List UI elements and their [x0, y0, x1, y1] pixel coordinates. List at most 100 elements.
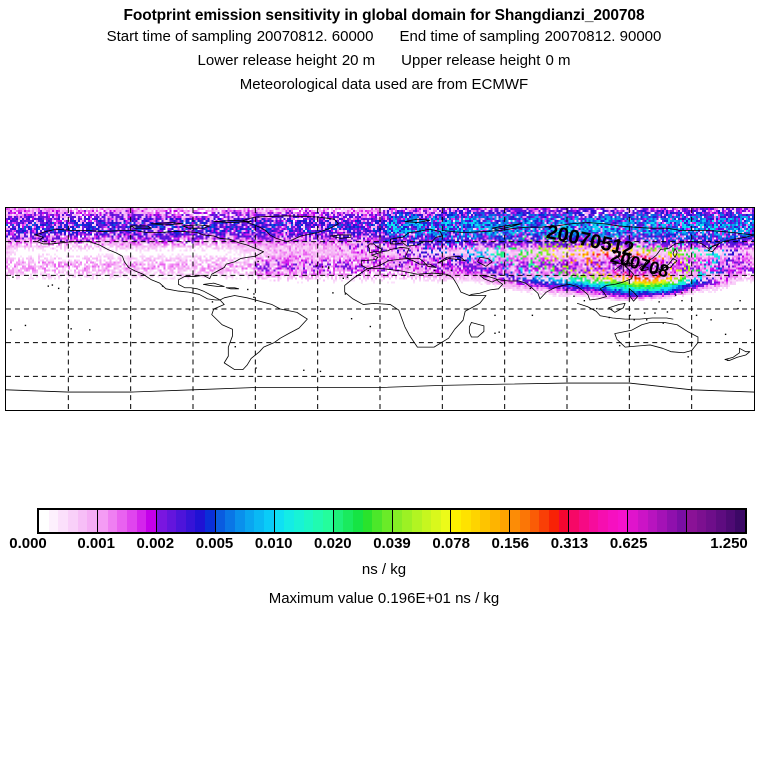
colorbar-segment-8 — [510, 510, 570, 532]
colorbar-swatch — [657, 510, 667, 532]
colorbar-swatch — [235, 510, 245, 532]
colorbar-swatch — [303, 510, 314, 532]
colorbar-segment-0 — [39, 510, 98, 532]
colorbar-segment-5 — [333, 510, 393, 532]
colorbar-swatch — [156, 510, 167, 532]
colorbar-tick-9: 0.313 — [550, 535, 589, 552]
overlay-timestamp-2: 200708 — [608, 246, 671, 282]
colorbar-swatch — [725, 510, 736, 532]
colorbar-swatch — [107, 510, 118, 532]
colorbar-swatch — [176, 510, 186, 532]
colorbar-swatch — [411, 510, 422, 532]
colorbar-swatch — [451, 510, 462, 532]
colorbar-swatch — [666, 510, 677, 532]
colorbar-tick-3: 0.005 — [195, 535, 234, 552]
sampling-time-row: Start time of sampling 20070812. 60000 End… — [0, 25, 768, 49]
colorbar-swatch — [136, 510, 147, 532]
colorbar-tick-5: 0.020 — [314, 535, 352, 552]
start-time-label: Start time of sampling — [106, 28, 252, 45]
colorbar-segment-2 — [156, 510, 216, 532]
colorbar-swatch — [381, 510, 392, 532]
colorbar-swatch — [117, 510, 127, 532]
colorbar-tick-8: 0.156 — [491, 535, 530, 552]
colorbar-swatch — [480, 510, 491, 532]
colorbar-swatch — [67, 510, 78, 532]
colorbar-swatch — [549, 510, 559, 532]
colorbar-swatch — [166, 510, 177, 532]
colorbar-swatch — [126, 510, 137, 532]
colorbar-strip — [37, 508, 747, 534]
colorbar-swatch — [352, 510, 363, 532]
colorbar-swatch — [362, 510, 373, 532]
coastlines — [6, 215, 754, 393]
colorbar-tick-10: 0.625 — [609, 535, 648, 552]
colorbar-swatch — [598, 510, 608, 532]
colorbar-swatch — [402, 510, 412, 532]
colorbar-segment-6 — [392, 510, 452, 532]
colorbar-swatch — [588, 510, 599, 532]
colorbar-swatch — [264, 510, 274, 532]
colorbar-tick-1: 0.001 — [77, 535, 115, 552]
colorbar-swatch — [372, 510, 382, 532]
colorbar-tick-2: 0.002 — [136, 535, 175, 552]
colorbar-swatch — [97, 510, 108, 532]
colorbar-tick-labels: 0.000 0.001 0.002 0.005 0.010 0.020 0.039 0.078… — [0, 535, 768, 555]
colorbar-swatch — [215, 510, 226, 532]
colorbar-swatch — [185, 510, 196, 532]
start-time-value: 20070812. 60000 — [256, 28, 374, 45]
upper-release-height-label: Upper release height — [401, 52, 541, 69]
colorbar-swatch — [244, 510, 255, 532]
colorbar-swatch — [440, 510, 451, 532]
colorbar-swatch — [687, 510, 697, 532]
colorbar-swatch — [539, 510, 549, 532]
colorbar-tick-6: 0.039 — [373, 535, 411, 552]
colorbar-swatch — [313, 510, 323, 532]
colorbar-swatch — [520, 510, 530, 532]
colorbar-swatch — [716, 510, 726, 532]
colorbar-swatch — [225, 510, 236, 532]
map-frame: 20070512 200708 — [5, 207, 755, 411]
colorbar-segment-11 — [687, 510, 746, 532]
upper-release-height-value: 0 m — [545, 52, 571, 69]
colorbar-swatch — [294, 510, 304, 532]
colorbar-swatch — [676, 510, 687, 532]
colorbar-tick-7: 0.078 — [432, 535, 470, 552]
colorbar-swatch — [510, 510, 521, 532]
colorbar-swatch — [205, 510, 215, 532]
colorbar-tick-0: 0.000 — [9, 535, 47, 552]
colorbar-swatch — [284, 510, 294, 532]
colorbar-swatch — [617, 510, 628, 532]
colorbar-swatch — [637, 510, 648, 532]
colorbar-swatch — [735, 510, 746, 532]
colorbar-swatch — [343, 510, 353, 532]
gridlines — [6, 208, 754, 410]
colorbar-swatch — [706, 510, 717, 532]
colorbar-swatch — [421, 510, 432, 532]
colorbar-swatch — [254, 510, 265, 532]
meteorological-source-line: Meteorological data used are from ECMWF — [239, 76, 529, 93]
colorbar-swatch — [490, 510, 500, 532]
colorbar-swatch — [195, 510, 206, 532]
colorbar-swatch — [461, 510, 471, 532]
colorbar-swatch — [696, 510, 707, 532]
colorbar-segment-7 — [451, 510, 511, 532]
colorbar-swatch — [569, 510, 579, 532]
colorbar-swatch — [322, 510, 333, 532]
colorbar-tick-11: 1.250 — [710, 535, 748, 552]
colorbar-swatch — [392, 510, 403, 532]
colorbar-segment-4 — [274, 510, 334, 532]
colorbar-segment-10 — [628, 510, 688, 532]
lower-release-height-label: Lower release height — [197, 52, 337, 69]
map-panel: 20070512 200708 — [5, 207, 755, 411]
colorbar-segment-1 — [97, 510, 157, 532]
maximum-value-label: Maximum value 0.196E+01 ns / kg — [268, 590, 500, 607]
colorbar-swatch — [77, 510, 88, 532]
colorbar-swatch — [628, 510, 638, 532]
colorbar-swatch — [48, 510, 59, 532]
end-time-value: 20070812. 90000 — [544, 28, 662, 45]
colorbar-swatch — [146, 510, 156, 532]
colorbar-swatch — [333, 510, 344, 532]
colorbar-segment-9 — [569, 510, 629, 532]
colorbar-swatch — [499, 510, 510, 532]
